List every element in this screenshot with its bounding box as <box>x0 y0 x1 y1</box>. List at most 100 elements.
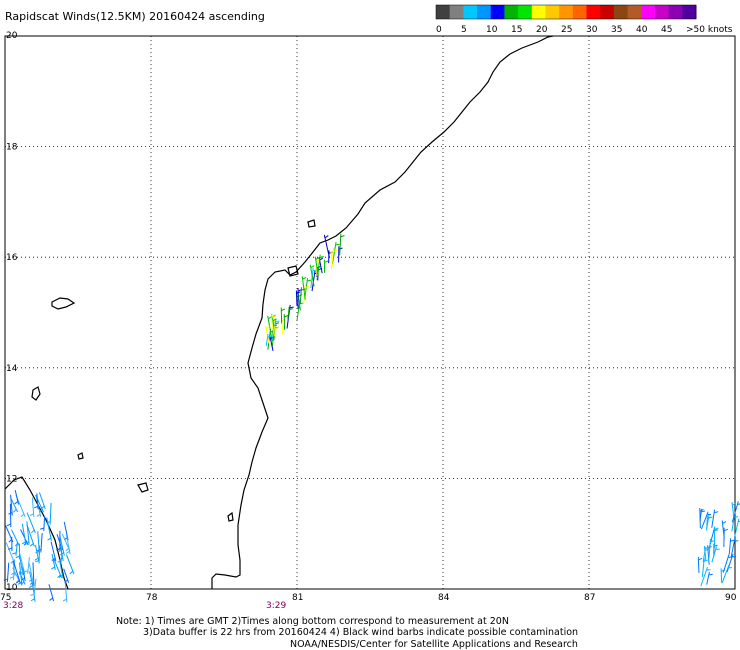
island-small-2 <box>137 482 149 493</box>
legend-swatch <box>449 5 464 19</box>
wind-barb <box>18 562 23 586</box>
wind-barb <box>29 585 33 589</box>
wind-barb <box>51 557 56 561</box>
wind-barb <box>340 235 345 238</box>
lon-label: 75 <box>0 593 11 603</box>
wind-barb <box>289 306 294 309</box>
wind-barb <box>12 561 16 576</box>
wind-barb <box>46 517 52 541</box>
wind-barb <box>274 327 279 330</box>
wind-barb <box>323 234 331 259</box>
wind-barb <box>267 335 272 338</box>
wind-barb <box>738 520 740 523</box>
wind-barb <box>51 566 55 570</box>
lat-label: 12 <box>6 474 17 484</box>
island-small-3 <box>227 511 234 522</box>
map-title: Rapidscat Winds(12.5KM) 20160424 ascendi… <box>5 10 265 23</box>
wind-barb <box>728 538 732 555</box>
note-line-3: NOAA/NESDIS/Center for Satellite Applica… <box>290 639 578 650</box>
lon-label: 87 <box>584 593 595 603</box>
wind-barb <box>288 308 293 311</box>
wind-barb <box>272 315 277 319</box>
wind-barb <box>700 511 709 530</box>
wind-barb <box>65 550 70 554</box>
lake-feature <box>287 265 299 277</box>
legend-swatch <box>600 5 615 19</box>
wind-barb <box>734 540 739 542</box>
india-east-coast <box>211 35 554 589</box>
legend-swatch <box>504 5 519 19</box>
wind-barbs <box>3 233 740 603</box>
wind-barb <box>319 256 324 258</box>
wind-barb <box>714 511 719 514</box>
wind-barb <box>20 513 25 518</box>
legend-swatch <box>490 5 505 19</box>
wind-barb <box>30 529 35 534</box>
legend-swatch <box>682 5 697 19</box>
wind-barb <box>706 571 710 585</box>
lat-label: 18 <box>6 143 18 153</box>
wind-barb <box>15 555 20 559</box>
wind-barb <box>722 554 730 573</box>
legend-border <box>435 4 697 20</box>
wind-barb <box>304 285 310 288</box>
legend-swatch <box>613 5 629 19</box>
wind-barb <box>8 547 13 550</box>
wind-barb <box>39 509 43 513</box>
sri-lanka-coast <box>4 476 69 590</box>
wind-barb <box>721 564 730 584</box>
coastline <box>4 35 554 590</box>
wind-barb <box>12 560 21 584</box>
wind-barb <box>319 257 324 261</box>
wind-barb <box>324 260 329 263</box>
wind-barb <box>301 288 306 291</box>
wind-barb <box>21 523 27 545</box>
legend-swatch <box>477 5 492 19</box>
wind-barb <box>704 546 709 550</box>
legend-swatch <box>559 5 574 19</box>
legend-swatch <box>436 5 451 19</box>
wind-barb <box>733 518 740 539</box>
wind-barb <box>40 533 43 553</box>
island-west <box>51 297 76 310</box>
wind-barb <box>64 580 68 603</box>
legend-swatch <box>668 5 683 19</box>
wind-barb <box>30 593 35 596</box>
wind-barb <box>59 557 63 561</box>
wind-barb <box>324 235 329 239</box>
wind-barb <box>24 570 29 573</box>
wind-barb <box>722 521 727 524</box>
wind-barb <box>309 264 315 287</box>
wind-barb <box>14 501 19 505</box>
wind-barb <box>49 502 52 525</box>
legend-swatch <box>572 5 588 19</box>
wind-barb <box>274 326 277 340</box>
wind-barb <box>267 316 272 320</box>
wind-barb <box>47 537 52 541</box>
wind-barb <box>301 276 306 300</box>
wind-barb <box>699 508 703 522</box>
wind-barb <box>731 501 739 523</box>
axis-labels: 75 78 81 84 87 90 20 18 16 14 12 10 <box>0 31 737 603</box>
wind-barb <box>28 578 33 582</box>
lon-label: 81 <box>292 593 303 603</box>
wind-barb <box>43 516 46 532</box>
wind-barb <box>331 242 337 264</box>
island-small-5 <box>77 452 84 460</box>
wind-barb <box>46 521 51 524</box>
wind-barb <box>701 558 705 578</box>
wind-barb <box>701 510 706 513</box>
wind-barb <box>12 552 17 555</box>
wind-barb <box>710 540 715 543</box>
wind-barb <box>57 574 61 579</box>
legend-tick-label: 25 <box>561 25 572 35</box>
wind-barb <box>703 545 707 561</box>
legend-tick-label: 45 <box>661 25 672 35</box>
time-label-mid: 3:29 <box>266 601 286 611</box>
wind-barb <box>32 562 35 586</box>
legend-swatch <box>641 5 656 19</box>
wind-speed-legend: 0 5 10 15 20 25 30 35 40 45 >50 knots <box>435 4 733 35</box>
wind-barb <box>706 515 708 531</box>
wind-barb <box>34 557 39 561</box>
wind-barb <box>339 233 342 256</box>
